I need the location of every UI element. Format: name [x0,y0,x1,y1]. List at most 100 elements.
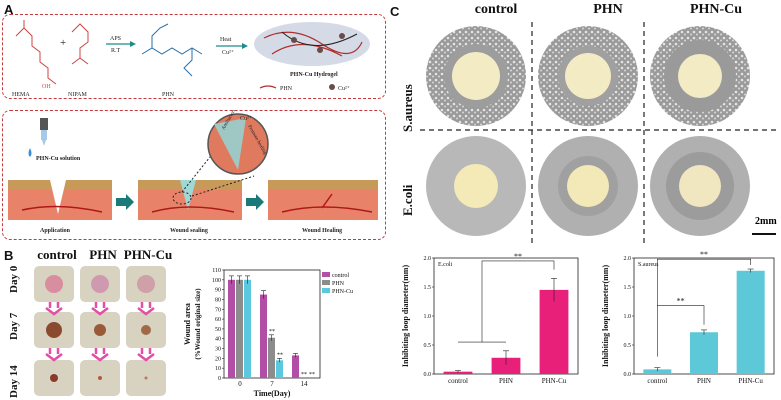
arrow2-top: Heat [220,37,232,43]
svg-text:OH: OH [42,84,51,90]
y-tick-label: 0.5 [624,343,632,349]
x-tick-label: PHN [697,377,711,385]
x-tick-label: PHN-Cu [738,377,763,385]
legend-cu: Cu²⁺ [338,85,350,92]
significance-mark: ** [269,329,275,335]
step-arrow-2 [246,194,264,210]
hydrogel-network [254,22,370,66]
legend-label-phn-cu: PHN-Cu [332,289,353,295]
c-col-phn: PHN [593,2,623,17]
y-tick-label: 110 [212,268,221,274]
bar-control [292,355,299,378]
y-tick-label: 100 [212,278,221,284]
b-row-day14: Day 14 [8,365,20,398]
phn-structure [141,23,203,77]
y-tick-label: 40 [215,337,221,343]
arrow2-bottom: Cu²⁺ [222,49,234,56]
nipam-structure [71,23,89,65]
panel-c-letter: C [390,4,400,19]
x-tick-label: control [448,377,468,385]
zoom-label-cu: Cu²⁺ [240,115,252,122]
plus-sign: + [60,37,66,49]
b-row-day0: Day 0 [8,265,20,293]
significance-mark: ** [514,252,522,261]
y-tick-label: 30 [215,347,221,353]
panel-b-letter: B [4,248,14,263]
legend-swatch-phn [322,280,330,285]
y-tick-label: 1.5 [424,285,432,291]
x-tick-label: control [647,377,667,385]
y-tick-label: 60 [215,317,221,323]
bar-phn-cu [736,270,765,374]
c-col-control: control [474,2,518,17]
synthesis-box [2,14,386,99]
hydrogel-label: PHN-Cu Hydrogel [290,72,338,78]
y-tick-label: 2.0 [624,256,632,262]
y-tick-label: 2.0 [424,256,432,262]
y-tick-label: 80 [215,297,221,303]
b-col-phn: PHN [89,247,117,262]
y-tick-label: 0.0 [624,372,632,378]
y-tick-label: 1.5 [624,285,632,291]
b-col-phncu: PHN-Cu [123,247,173,262]
legend-swatch-phn-cu [322,288,330,293]
bar-phn [236,279,243,378]
skin-sealing [138,180,242,220]
phn-label: PHN [162,92,175,98]
synthesis-scheme: OH + APS R.T Heat Cu²⁺ PHN-Cu Hydrogel P… [12,20,370,98]
dropper-icon [28,118,48,157]
y-axis-subtitle: (%Wound original size) [194,288,202,360]
ecoli-inhibition-chart: E.coli 0.0 0.5 1.0 1.5 2.0 control PHN PHN-Cu Inh… [401,252,579,385]
y-tick-label: 0.5 [424,343,432,349]
y-tick-label: 0.0 [424,372,432,378]
bar-phn [491,357,521,374]
sig-bracket [657,305,705,357]
y-tick-label: 70 [215,307,221,313]
y-tick-label: 1.0 [424,314,432,320]
bar-phn-cu [276,360,283,378]
solution-label: PHN-Cu solution [36,156,81,162]
x-tick-label: 7 [270,380,274,388]
significance-mark: ** [277,352,283,358]
agar-plates [420,22,778,243]
significance-mark: ** [700,250,708,259]
arrow1-bottom: R.T [111,48,121,54]
chart-title: S.aureus [638,262,659,268]
x-axis-title: Time(Day) [254,389,291,398]
skin-healed [268,180,378,220]
step-sealing: Wound sealing [170,228,208,234]
x-tick-label: PHN [499,377,513,385]
b-col-control: control [37,247,77,262]
legend-phn: PHN [280,86,293,92]
step-arrow-1 [116,194,134,210]
arrow1-top: APS [110,36,121,42]
legend-label-control: control [332,273,349,279]
y-tick-label: 50 [215,327,221,333]
bar-phn-cu [539,289,569,374]
bar-control [228,279,235,378]
c-row-saureus: S.aureus [400,84,415,132]
wound-healing-scheme: PHN-Cu solution Application Wound sealin… [8,110,378,234]
significance-mark: ** [309,372,315,378]
y-tick-label: 1.0 [624,314,632,320]
bar-phn-cu [244,279,251,378]
step-healing: Wound Healing [302,228,342,234]
hema-structure [15,20,57,85]
sig-bracket [657,258,751,306]
significance-mark: ** [677,297,685,306]
c-row-ecoli: E.coli [400,184,415,216]
hema-label: HEMA [12,92,30,98]
y-tick-label: 10 [215,366,221,372]
bar-phn [690,332,718,374]
y-tick-label: 0 [218,376,221,382]
bar-control [643,369,672,374]
panel-a-letter: A [4,2,14,17]
wound-photos [34,266,166,396]
x-tick-label: PHN-Cu [542,377,567,385]
b-row-day7: Day 7 [8,312,20,340]
chart-title: E.coli [438,262,452,268]
step-application: Application [40,228,71,234]
wound-box [2,110,386,240]
scale-bar-label: 2mm [755,216,777,227]
